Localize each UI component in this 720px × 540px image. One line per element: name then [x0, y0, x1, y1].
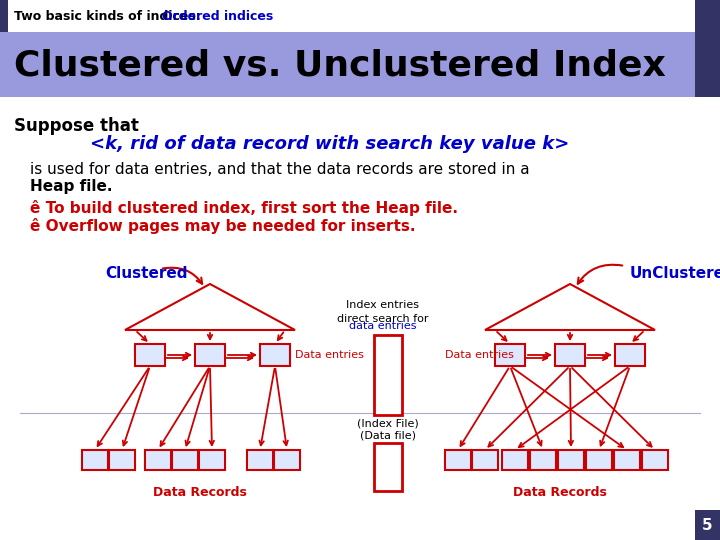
Bar: [260, 344, 290, 366]
Bar: [82, 450, 108, 470]
Bar: [586, 450, 612, 470]
Text: Ordered indices: Ordered indices: [162, 10, 274, 23]
Text: Data Records: Data Records: [153, 485, 247, 498]
Bar: [695, 0, 720, 97]
Text: Suppose that: Suppose that: [14, 117, 139, 135]
Bar: [615, 344, 645, 366]
Text: Heap file.: Heap file.: [30, 179, 112, 194]
Text: Data Records: Data Records: [513, 485, 607, 498]
Text: Data entries: Data entries: [445, 350, 514, 360]
Bar: [135, 344, 165, 366]
Bar: [530, 450, 556, 470]
Bar: [502, 450, 528, 470]
Text: data entries: data entries: [349, 321, 417, 331]
Text: Data entries: Data entries: [295, 350, 364, 360]
Bar: [374, 335, 402, 415]
Bar: [0, 0, 8, 32]
Bar: [555, 344, 585, 366]
Text: Clustered vs. Unclustered Index: Clustered vs. Unclustered Index: [14, 48, 666, 82]
Bar: [614, 450, 640, 470]
Text: (Index File): (Index File): [357, 418, 419, 428]
Text: Two basic kinds of indices:: Two basic kinds of indices:: [14, 10, 205, 23]
Bar: [558, 450, 584, 470]
Text: Index entries
direct search for: Index entries direct search for: [337, 300, 428, 324]
Bar: [695, 0, 720, 32]
Text: UnClustered: UnClustered: [630, 267, 720, 281]
Bar: [0, 0, 720, 32]
Text: (Data file): (Data file): [360, 430, 416, 440]
Bar: [247, 450, 273, 470]
Bar: [195, 344, 225, 366]
Bar: [0, 97, 720, 540]
Bar: [472, 450, 498, 470]
Text: ê Overflow pages may be needed for inserts.: ê Overflow pages may be needed for inser…: [30, 218, 415, 234]
Text: ê To build clustered index, first sort the Heap file.: ê To build clustered index, first sort t…: [30, 200, 458, 216]
Text: <k, rid of data record with search key value k>: <k, rid of data record with search key v…: [90, 135, 570, 153]
Text: Clustered: Clustered: [105, 267, 187, 281]
Bar: [695, 510, 720, 540]
Bar: [642, 450, 668, 470]
Bar: [172, 450, 198, 470]
Bar: [109, 450, 135, 470]
Bar: [374, 443, 402, 491]
Bar: [274, 450, 300, 470]
Bar: [0, 32, 720, 97]
Bar: [145, 450, 171, 470]
Bar: [495, 344, 525, 366]
Bar: [445, 450, 471, 470]
Text: is used for data entries, and that the data records are stored in a: is used for data entries, and that the d…: [30, 162, 530, 177]
Bar: [199, 450, 225, 470]
Text: 5: 5: [702, 517, 712, 532]
